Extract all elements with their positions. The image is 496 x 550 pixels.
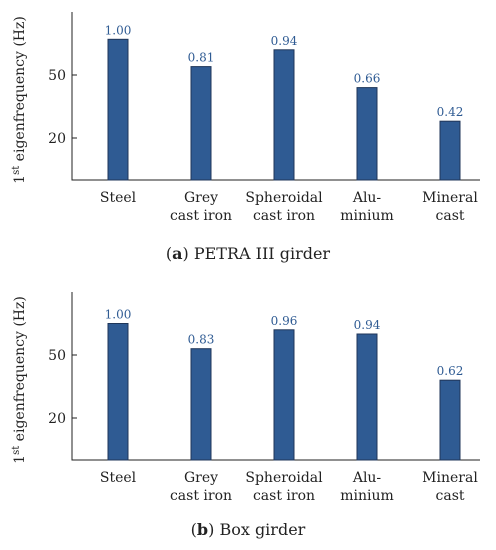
data-label: 0.66 [354,72,381,86]
category-label: minium [340,208,394,224]
y-tick-label: 20 [48,131,66,147]
caption-a: (a) PETRA III girder [165,244,331,263]
bar [273,49,295,181]
data-label: 0.62 [437,364,464,378]
y-tick-label: 20 [48,411,66,427]
category-label: minium [340,488,394,504]
y-tick-label: 50 [48,68,66,84]
bar [190,348,212,461]
data-label: 1.00 [105,308,132,322]
bar [107,323,129,461]
bar [439,120,461,181]
category-label: Spheroidal [245,190,323,206]
y-axis-label-prefix: 1 [12,175,28,184]
category-label: Grey [184,470,218,486]
category-label: Spheroidal [245,470,323,486]
y-axis-label-rest: eigenfrequency (Hz) [12,16,28,166]
caption-b: (b) Box girder [190,520,306,539]
y-axis-label-sup: st [11,166,22,175]
bar [356,87,378,181]
y-axis-label-prefix: 1 [12,455,28,464]
bar [190,66,212,181]
bar [439,379,461,461]
category-label: Alu- [352,470,382,486]
data-label: 0.83 [188,333,215,347]
data-label: 0.42 [437,105,464,119]
data-label: 0.94 [271,34,298,48]
category-label: Mineral [422,190,478,206]
category-label: cast iron [170,208,232,224]
category-label: Steel [100,470,137,486]
axis-lines [71,12,480,181]
y-axis-label-rest: eigenfrequency (Hz) [12,296,28,446]
data-label: 0.81 [188,51,215,65]
y-axis-label: 1st eigenfrequency (Hz) [11,16,29,184]
bar [107,38,129,181]
category-label: Steel [100,190,137,206]
chart-petra-girder: 20 50 1st eigenfrequency (Hz) 1.00 Steel 0.81… [11,12,480,224]
bar [273,329,295,461]
category-label: Mineral [422,470,478,486]
category-label: cast [436,488,465,504]
data-label: 1.00 [105,23,132,37]
y-axis-label-sup: st [11,446,22,455]
chart-box-girder: 20 50 1st eigenfrequency (Hz) 1.00 Steel 0.83… [11,292,480,504]
category-label: cast [436,208,465,224]
data-label: 0.94 [354,318,381,332]
y-axis-label: 1st eigenfrequency (Hz) [11,296,29,464]
category-label: cast iron [253,208,315,224]
category-label: cast iron [253,488,315,504]
bar [356,333,378,461]
axis-lines [71,292,480,461]
y-tick-label: 50 [48,348,66,364]
data-label: 0.96 [271,314,298,328]
category-label: cast iron [170,488,232,504]
category-label: Alu- [352,190,382,206]
category-label: Grey [184,190,218,206]
